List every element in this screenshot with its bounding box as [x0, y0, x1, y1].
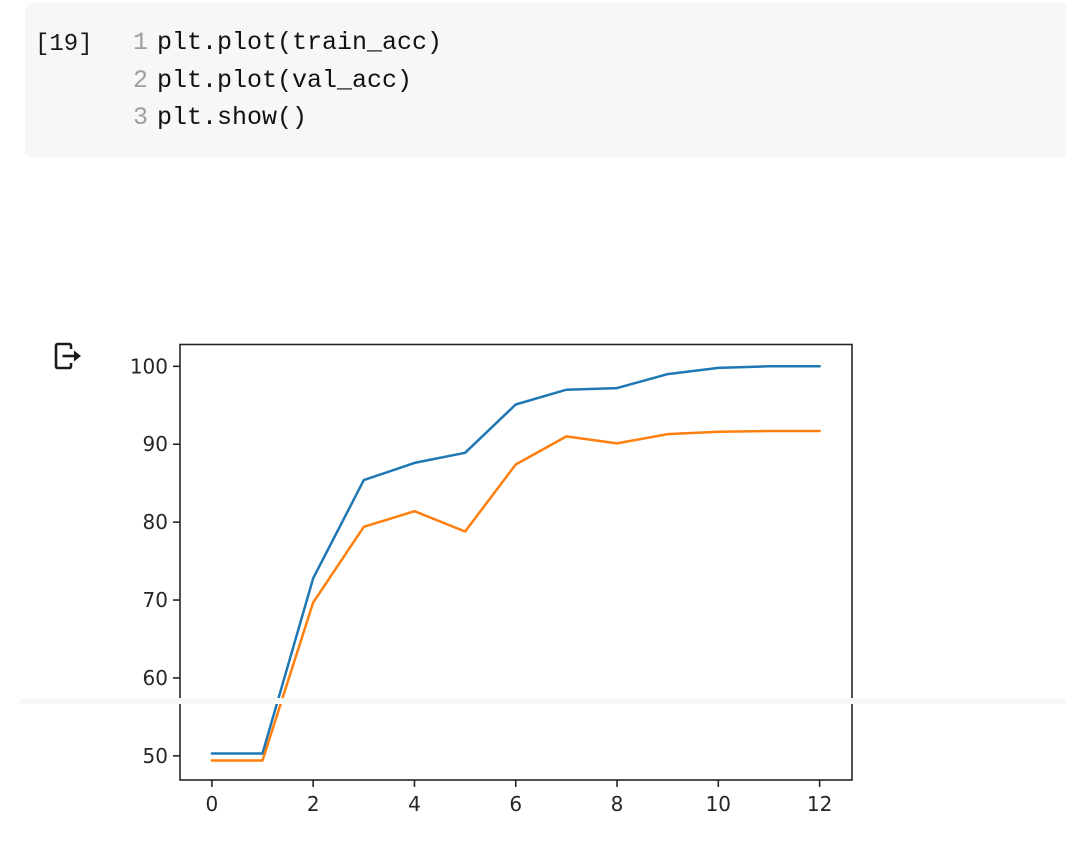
code-cell[interactable]: [19] 1 plt.plot(train_acc) 2 plt.plot(val_a…	[25, 3, 1066, 158]
x-tick-label: 0	[206, 792, 219, 816]
code-text: plt.show()	[157, 103, 308, 132]
next-cell[interactable]	[18, 698, 1066, 704]
code-line: 1 plt.plot(train_acc)	[100, 24, 442, 62]
code-text: plt.plot(train_acc)	[157, 28, 443, 57]
x-tick-label: 6	[509, 792, 522, 816]
y-tick-label: 60	[143, 666, 168, 690]
output-area: 50 60 70 80 90 100 0 2 4 6 8 10 12	[0, 158, 1066, 816]
x-tick-label: 4	[408, 792, 421, 816]
y-tick-label: 90	[143, 432, 168, 456]
code-text: plt.plot(val_acc)	[157, 65, 413, 95]
code-editor[interactable]: 1 plt.plot(train_acc) 2 plt.plot(val_acc) 3 p…	[100, 24, 442, 137]
x-tick-label: 2	[307, 792, 320, 816]
line-number: 3	[132, 103, 148, 132]
x-tick-label: 10	[706, 792, 731, 816]
execution-count: [19]	[35, 31, 93, 58]
plot-area	[179, 343, 853, 781]
cell-output-icon	[54, 342, 81, 370]
y-tick-label: 50	[143, 744, 168, 768]
accuracy-chart: 50 60 70 80 90 100 0 2 4 6 8 10 12	[130, 343, 853, 816]
line-number: 2	[132, 65, 148, 95]
y-tick-label: 80	[143, 510, 168, 534]
x-tick-label: 12	[807, 792, 832, 816]
code-line: 3 plt.show()	[100, 99, 442, 137]
x-tick-label: 8	[611, 792, 624, 816]
code-line: 2 plt.plot(val_acc)	[100, 62, 442, 100]
line-number: 1	[132, 28, 148, 57]
series-train_acc	[210, 365, 821, 755]
y-tick-label: 100	[130, 354, 168, 378]
y-tick-label: 70	[143, 588, 168, 612]
series-val_acc	[210, 429, 821, 762]
